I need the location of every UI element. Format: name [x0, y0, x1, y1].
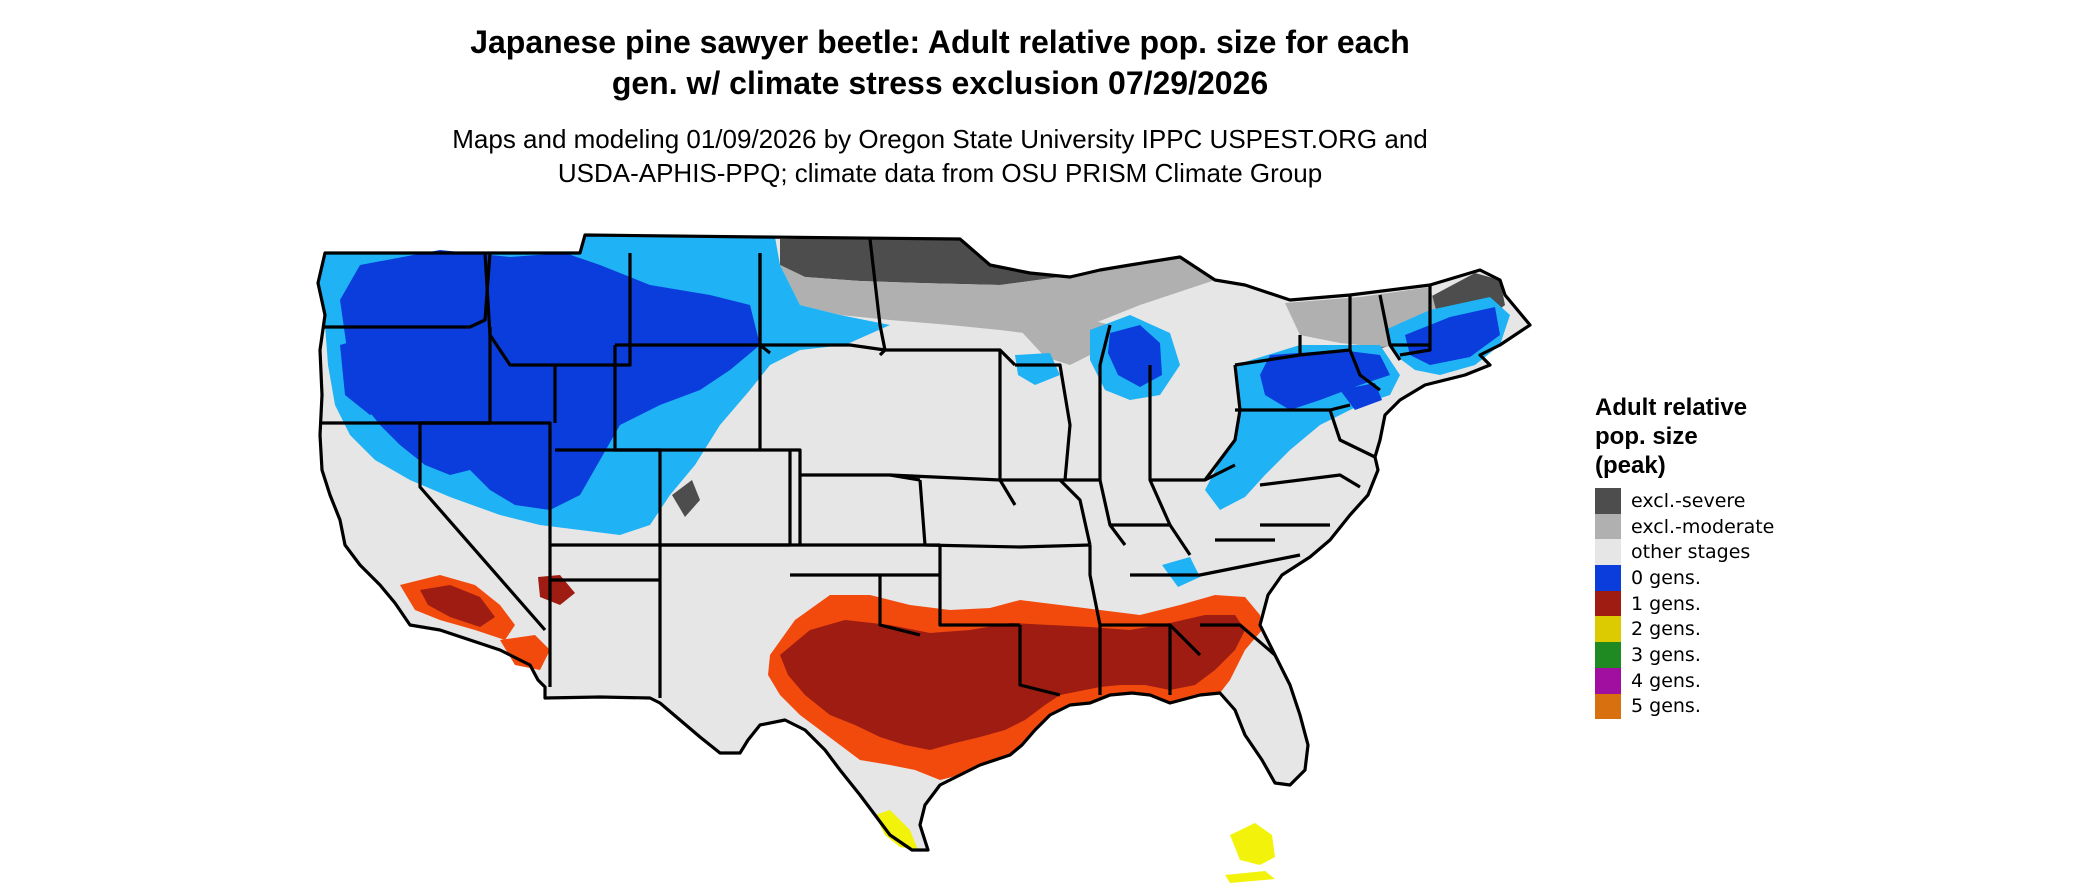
legend-swatch [1595, 488, 1621, 514]
legend-label: 1 gens. [1631, 592, 1701, 615]
legend-swatch [1595, 539, 1621, 566]
legend-title-line-2: pop. size [1595, 423, 1698, 450]
legend-swatch [1595, 590, 1621, 617]
legend-item-excl-moderate: excl.-moderate [1595, 513, 1895, 540]
legend-item-excl-severe: excl.-severe [1595, 488, 1895, 514]
legend-item-3-gens: 3 gens. [1595, 642, 1895, 668]
us-map [316, 233, 1532, 883]
legend-title: Adult relative pop. size (peak) [1595, 393, 1895, 480]
legend-label: other stages [1631, 541, 1751, 564]
legend-swatch [1595, 693, 1621, 720]
legend-label: 5 gens. [1631, 695, 1701, 718]
legend-title-line-1: Adult relative [1595, 394, 1748, 421]
one-gen-dark-regions [420, 575, 1245, 750]
legend-item-other-stages: other stages [1595, 539, 1895, 566]
legend-item-2-gens: 2 gens. [1595, 616, 1895, 643]
map-title-line-1: Japanese pine sawyer beetle: Adult relat… [470, 24, 1410, 60]
map-title-line-2: gen. w/ climate stress exclusion 07/29/2… [611, 65, 1269, 101]
map-subtitle-line-2: USDA-APHIS-PPQ; climate data from OSU PR… [557, 158, 1323, 188]
legend-label: 4 gens. [1631, 669, 1701, 692]
legend-item-4-gens: 4 gens. [1595, 667, 1895, 694]
map-title: Japanese pine sawyer beetle: Adult relat… [360, 22, 1520, 104]
legend-title-line-3: (peak) [1595, 452, 1666, 479]
state-borders [316, 233, 1532, 852]
excl-moderate-regions [600, 257, 1440, 365]
legend-item-5-gens: 5 gens. [1595, 693, 1895, 720]
map-legend: Adult relative pop. size (peak) excl.-se… [1595, 393, 1895, 720]
legend-item-1-gens: 1 gens. [1595, 590, 1895, 617]
legend-item-0-gens: 0 gens. [1595, 565, 1895, 591]
map-subtitle-line-1: Maps and modeling 01/09/2026 by Oregon S… [452, 124, 1428, 154]
map-subtitle: Maps and modeling 01/09/2026 by Oregon S… [360, 122, 1520, 190]
legend-label: excl.-moderate [1631, 515, 1775, 538]
legend-label: 0 gens. [1631, 566, 1701, 589]
legend-swatch [1595, 667, 1621, 694]
legend-swatch [1595, 616, 1621, 643]
legend-swatch [1595, 642, 1621, 668]
legend-swatch [1595, 513, 1621, 540]
legend-label: 2 gens. [1631, 618, 1701, 641]
two-gens-regions [875, 810, 1275, 883]
legend-swatch [1595, 565, 1621, 591]
legend-label: excl.-severe [1631, 489, 1746, 512]
legend-label: 3 gens. [1631, 643, 1701, 666]
